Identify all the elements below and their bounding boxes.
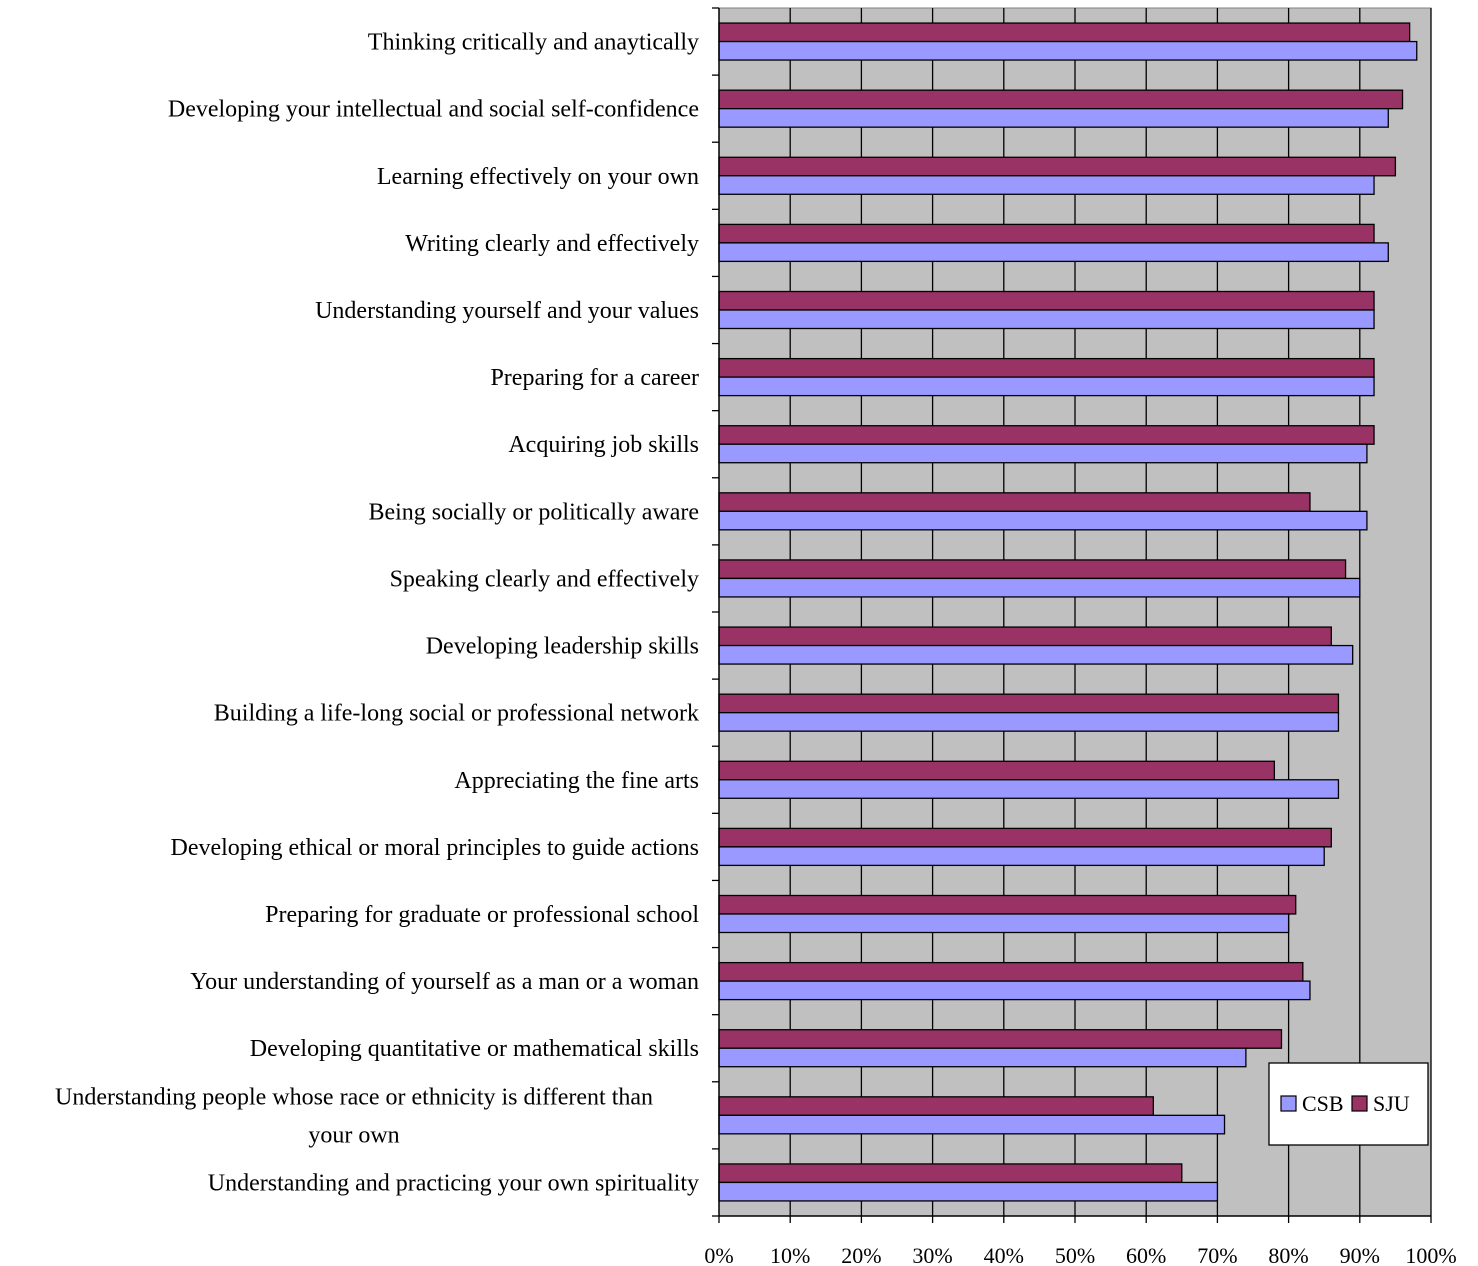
axes [712,7,1432,1223]
bar-sju [718,693,1340,714]
legend-swatch-sju [1351,1095,1368,1112]
gridlines [789,8,1432,1216]
bar-csb [718,846,1325,867]
bar-sju [718,894,1297,915]
tick-labels: 0% 10% 20% 30% 40% 50% 60% 70% 80% 90% 100% [704,1243,1456,1266]
category-label: Writing clearly and effectively [405,231,699,257]
bar-csb [718,309,1375,330]
x-tick-label: 20% [841,1243,881,1266]
x-tick-label: 0% [704,1243,733,1266]
bar-sju [718,1163,1183,1184]
category-label: Understanding and practicing your own sp… [208,1170,699,1196]
x-tick-label: 30% [912,1243,952,1266]
bar-csb [718,577,1361,598]
category-label: Being socially or politically aware [368,499,699,525]
category-label: Building a life-long social or professio… [214,701,699,727]
bar-sju [718,357,1375,378]
bar-csb [718,1181,1219,1202]
bar-csb [718,712,1340,732]
bar-sju [718,22,1411,43]
category-label: Acquiring job skills [508,432,699,458]
bar-sju [718,1096,1154,1116]
legend-label-csb: CSB [1302,1091,1344,1116]
bar-csb [718,980,1311,1001]
bar-csb [718,242,1389,263]
bar-csb [718,1114,1226,1135]
bar-csb [718,40,1418,61]
bar-sju [718,827,1332,848]
category-label: Appreciating the fine arts [454,768,699,794]
category-label: Preparing for graduate or professional s… [265,902,699,928]
category-label: Thinking critically and anaytically [368,30,699,56]
bar-sju [718,290,1375,311]
bar-csb [718,913,1290,934]
category-label: Speaking clearly and effectively [390,566,699,592]
category-label: Preparing for a career [490,365,699,391]
bar-sju [718,626,1332,647]
category-label: Your understanding of yourself as a man … [190,969,699,995]
bar-csb [718,1047,1247,1068]
bar-sju [718,425,1375,445]
category-label: Developing your intellectual and social … [168,97,699,123]
bar-sju [718,223,1375,244]
bar-csb [718,644,1354,665]
bar-csb [718,510,1368,531]
x-tick-label: 40% [984,1243,1024,1266]
x-tick-label: 50% [1055,1243,1095,1266]
legend-swatch-csb [1280,1095,1297,1112]
bar-csb [718,779,1340,799]
bar-csb [718,108,1389,128]
category-label: Understanding yourself and your values [315,298,699,324]
bar-csb [718,376,1375,397]
category-label: Developing leadership skills [426,634,699,660]
bar-sju [718,156,1397,177]
category-label: Learning effectively on your own [377,164,699,190]
category-label: Developing quantitative or mathematical … [250,1036,699,1062]
legend-label-sju: SJU [1373,1091,1410,1116]
x-tick-label: 90% [1340,1243,1380,1266]
x-tick-label: 10% [770,1243,810,1266]
category-labels: Thinking critically and anaytically Devel… [55,30,699,1197]
bar-sju [718,961,1304,982]
bar-csb [718,175,1375,195]
bar-csb [718,443,1368,464]
bar-sju [718,559,1347,580]
bar-sju [718,492,1311,512]
category-label: Understanding people whose race or ethni… [55,1084,653,1148]
bars [718,22,1418,1202]
x-tick-label: 100% [1405,1243,1456,1266]
category-label: Developing ethical or moral principles t… [170,835,699,861]
bar-sju [718,89,1404,110]
bar-sju [718,760,1276,781]
x-tick-label: 60% [1126,1243,1166,1266]
x-tick-label: 80% [1268,1243,1308,1266]
bar-sju [718,1029,1283,1049]
x-tick-label: 70% [1197,1243,1237,1266]
legend: CSB SJU [1268,1062,1429,1146]
